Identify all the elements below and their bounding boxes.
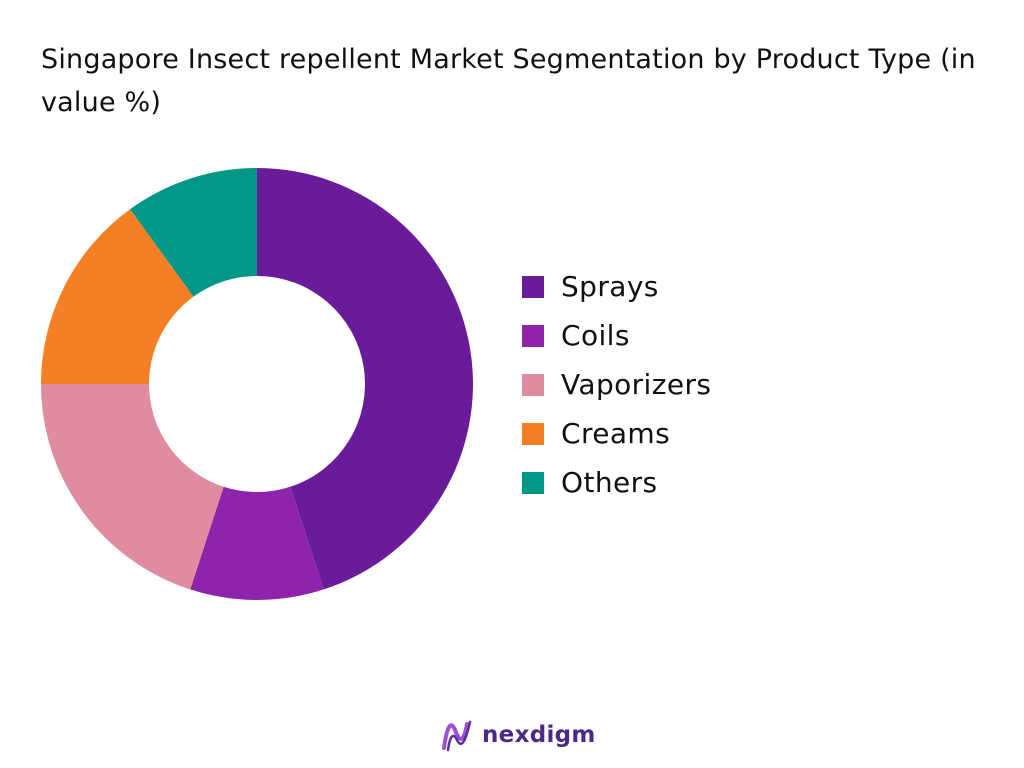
nexdigm-logo: nexdigm	[440, 716, 596, 754]
legend-swatch	[522, 471, 544, 494]
slice-sprays	[257, 168, 474, 590]
slice-coils	[190, 486, 324, 600]
legend-label: Creams	[561, 417, 671, 450]
legend-label: Sprays	[561, 270, 659, 303]
legend-item-sprays: Sprays	[522, 262, 711, 311]
legend-label: Others	[561, 466, 658, 499]
logo-wordmark: nexdigm	[482, 722, 596, 748]
nexdigm-logo-icon	[442, 720, 472, 752]
legend-swatch	[522, 324, 544, 347]
legend-item-others: Others	[522, 458, 711, 507]
legend-swatch	[522, 275, 544, 298]
slice-vaporizers	[41, 384, 224, 590]
chart-legend: Sprays Coils Vaporizers Creams Others	[522, 262, 711, 507]
legend-swatch	[522, 373, 544, 396]
legend-item-creams: Creams	[522, 409, 711, 458]
slice-others	[130, 168, 257, 297]
legend-label: Vaporizers	[561, 368, 712, 401]
slice-creams	[41, 209, 194, 384]
legend-item-coils: Coils	[522, 311, 711, 360]
legend-label: Coils	[561, 319, 630, 352]
legend-swatch	[522, 422, 544, 445]
chart-title: Singapore Insect repellent Market Segmen…	[41, 44, 976, 118]
legend-item-vaporizers: Vaporizers	[522, 360, 711, 409]
